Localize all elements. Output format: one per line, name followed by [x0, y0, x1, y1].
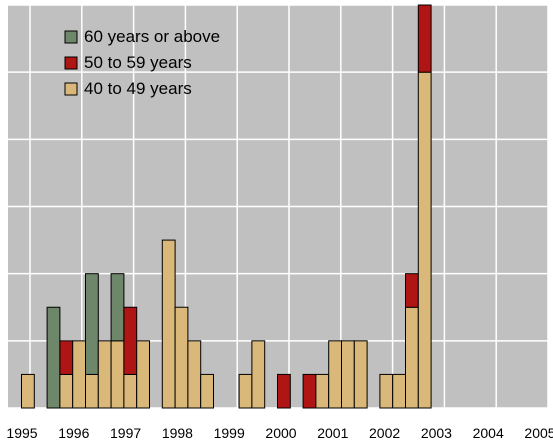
bar-segment-40-to-49-years: [353, 340, 368, 409]
bar-segment-40-to-49-years: [123, 373, 138, 409]
bar-segment-50-to-59-years: [59, 340, 74, 375]
bar-segment-40-to-49-years: [161, 239, 176, 409]
legend-swatch-50-59: [64, 56, 78, 70]
x-tick-label: 2005: [524, 425, 553, 441]
bar-segment-50-to-59-years: [417, 4, 432, 73]
x-tick-label: 1996: [58, 425, 89, 441]
bar-segment-40-to-49-years: [341, 340, 355, 409]
bar-segment-40-to-49-years: [417, 71, 432, 409]
x-tick-label: 2003: [421, 425, 452, 441]
bar-segment-40-to-49-years: [110, 340, 125, 409]
bar-segment-40-to-49-years: [379, 373, 394, 409]
bar-segment-40-to-49-years: [85, 373, 99, 409]
bar-segment-40-to-49-years: [392, 373, 407, 409]
bar-segment-40-to-49-years: [97, 340, 112, 409]
x-tick-label: 1999: [214, 425, 245, 441]
x-tick-label: 2000: [265, 425, 296, 441]
bar-segment-60-years-or-above: [85, 273, 99, 375]
bar-segment-40-to-49-years: [238, 373, 253, 409]
x-axis-tick-labels: 1995 1996 1997 1998 1999 2000 2001 2002 2003 2004…: [6, 425, 553, 441]
x-tick-label: 1997: [110, 425, 141, 441]
bar-segment-60-years-or-above: [110, 273, 125, 342]
x-tick-label: 2001: [317, 425, 348, 441]
bar-segment-50-to-59-years: [405, 273, 419, 308]
legend: 60 years or above 50 to 59 years 40 to 4…: [64, 27, 220, 98]
legend-swatch-40-49: [64, 82, 78, 96]
bar-segment-40-to-49-years: [187, 340, 202, 409]
bar-segment-50-to-59-years: [123, 306, 138, 375]
bar-segment-40-to-49-years: [136, 340, 150, 409]
bar-segment-50-to-59-years: [277, 373, 291, 409]
bar-segment-40-to-49-years: [174, 306, 189, 409]
bar-segment-40-to-49-years: [200, 373, 214, 409]
legend-swatch-60-plus: [64, 30, 78, 44]
bar-segment-40-to-49-years: [315, 373, 330, 409]
bar-segment-40-to-49-years: [72, 340, 86, 409]
bar-segment-40-to-49-years: [405, 306, 419, 409]
bar-segment-60-years-or-above: [46, 306, 61, 409]
legend-label-50-59: 50 to 59 years: [84, 53, 192, 72]
bar-segment-40-to-49-years: [21, 373, 35, 409]
legend-label-40-49: 40 to 49 years: [84, 79, 192, 98]
bar-segment-40-to-49-years: [59, 373, 74, 409]
x-tick-label: 1998: [162, 425, 193, 441]
bars-layer: [21, 4, 432, 409]
x-tick-label: 1995: [6, 425, 37, 441]
bar-segment-40-to-49-years: [328, 340, 343, 409]
bar-segment-40-to-49-years: [251, 340, 266, 409]
x-tick-label: 2004: [473, 425, 504, 441]
legend-label-60-plus: 60 years or above: [84, 27, 220, 46]
bar-segment-50-to-59-years: [302, 373, 317, 409]
x-tick-label: 2002: [369, 425, 400, 441]
